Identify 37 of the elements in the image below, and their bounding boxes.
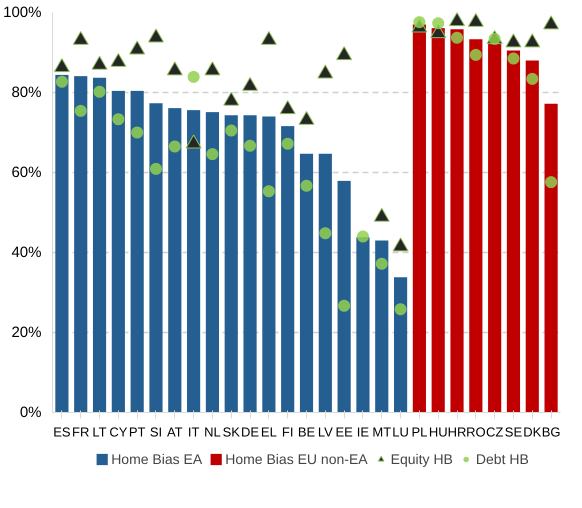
- x-tick-label: CY: [109, 424, 128, 440]
- x-tick-label: FR: [72, 424, 90, 440]
- x-tick-label: RO: [466, 424, 486, 440]
- y-tick-label: 40%: [11, 244, 42, 261]
- x-tick-label: CZ: [486, 424, 504, 440]
- x-tick-label: HU: [428, 424, 448, 440]
- x-tick-label: SK: [222, 424, 240, 440]
- x-tick-label: IE: [356, 424, 370, 440]
- y-tick-label: 80%: [11, 84, 42, 101]
- x-tick-label: ES: [53, 424, 71, 440]
- x-tick-label: PL: [411, 424, 428, 440]
- legend-label: Equity HB: [390, 451, 453, 467]
- x-tick-label: LT: [92, 424, 107, 440]
- x-tick-label: NL: [204, 424, 221, 440]
- x-tick-label: MT: [372, 424, 392, 440]
- x-tick-label: BE: [298, 424, 316, 440]
- legend-label: Home Bias EA: [111, 451, 202, 467]
- x-tick-label: PT: [128, 424, 146, 440]
- x-tick-label: SI: [150, 424, 162, 440]
- x-tick-label: BG: [542, 424, 560, 440]
- x-tick-label: SE: [504, 424, 522, 440]
- x-tick-label: EL: [260, 424, 277, 440]
- x-tick-label: HR: [448, 424, 466, 440]
- y-tick-label: 100%: [3, 4, 42, 21]
- x-tick-label: DK: [523, 424, 542, 440]
- legend-label: Home Bias EU non-EA: [225, 451, 368, 467]
- x-tick-label: EE: [335, 424, 354, 440]
- x-tick-label: DE: [241, 424, 260, 440]
- y-tick-label: 20%: [11, 324, 42, 341]
- y-tick-label: 60%: [11, 164, 42, 181]
- x-tick-label: IT: [188, 424, 200, 440]
- x-tick-label: FI: [282, 424, 294, 440]
- x-tick-label: LU: [392, 424, 409, 440]
- x-tick-label: AT: [166, 424, 183, 440]
- y-tick-label: 0%: [20, 404, 42, 421]
- x-tick-label: LV: [318, 424, 334, 440]
- legend-label: Debt HB: [476, 451, 529, 467]
